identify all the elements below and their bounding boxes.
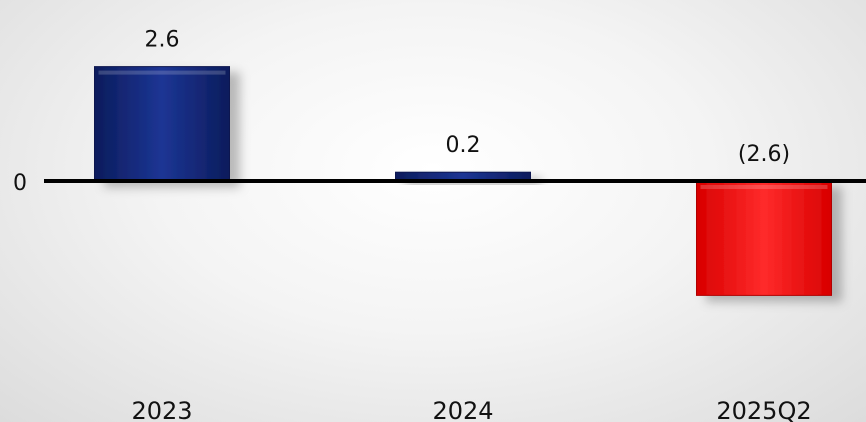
bar-2023-highlight: [98, 70, 226, 75]
bar-2023-body: [94, 66, 230, 182]
bar-2025Q2-highlight: [700, 185, 828, 189]
data-label-2024: 0.2: [446, 133, 481, 158]
data-label-2025Q2: (2.6): [738, 142, 790, 167]
y-zero-tick-label: 0: [13, 171, 27, 196]
x-tick-label-2025Q2: 2025Q2: [716, 397, 811, 422]
labels-layer: 2.6 2023 0.2 2024 (2.6) 2025Q2: [131, 28, 811, 422]
x-tick-label-2024: 2024: [432, 397, 493, 422]
bar-2025Q2: [696, 180, 832, 296]
data-label-2023: 2.6: [145, 28, 180, 53]
bars-layer: [94, 66, 832, 296]
x-tick-label-2023: 2023: [131, 397, 192, 422]
bar-2023: [94, 66, 230, 182]
bar-2025Q2-body: [696, 180, 832, 296]
